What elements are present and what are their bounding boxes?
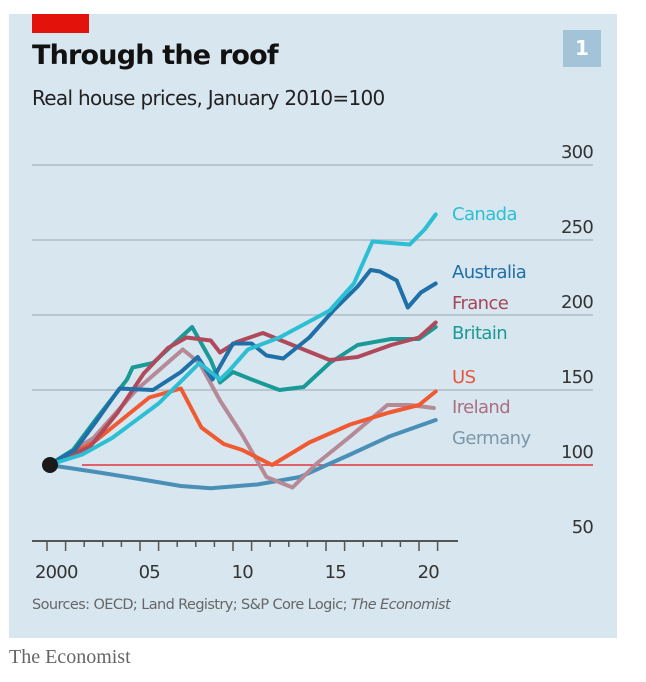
series-line-germany: [46, 418, 438, 491]
sources-italic: The Economist: [350, 597, 451, 613]
chart-number-badge: 1: [563, 30, 601, 67]
x-axis: 2000 05 10 15 20: [32, 540, 458, 583]
x-tick-label: 2000: [35, 562, 78, 583]
chart-title: Through the roof: [32, 40, 279, 71]
chart-panel: [9, 14, 617, 638]
y-tick-label: 200: [561, 292, 593, 313]
series-line-france: [46, 320, 438, 467]
start-marker-dot: [42, 457, 58, 473]
series-label-ireland: Ireland: [452, 397, 510, 418]
series-label-us: US: [452, 367, 476, 388]
x-tick-label: 05: [139, 562, 160, 583]
series-line-britain: [46, 325, 438, 467]
markers: [42, 457, 58, 473]
series-line-canada: [46, 212, 438, 467]
sources-note: Sources: OECD; Land Registry; S&P Core L…: [32, 597, 451, 613]
series-lines: [46, 212, 438, 491]
x-tick-label: 20: [418, 562, 440, 583]
series-label-britain: Britain: [452, 323, 507, 344]
y-tick-label: 150: [561, 367, 593, 388]
series-label-france: France: [452, 293, 509, 314]
x-tick-label: 15: [325, 562, 346, 583]
y-tick-label: 300: [561, 142, 593, 163]
series-line-australia: [46, 268, 438, 467]
y-tick-label: 50: [572, 517, 594, 538]
y-axis-labels: 50 100 150 200 250 300: [561, 142, 594, 538]
series-line-us: [46, 386, 438, 467]
x-tick-label: 10: [232, 562, 254, 583]
economist-red-tag: [32, 14, 89, 33]
y-tick-label: 100: [561, 442, 593, 463]
chart-subtitle: Real house prices, January 2010=100: [32, 86, 385, 110]
series-label-australia: Australia: [452, 262, 526, 283]
direct-labels: Canada Australia France Britain US Ireland Ger…: [452, 204, 532, 449]
series-label-canada: Canada: [452, 204, 517, 225]
sources-text: Sources: OECD; Land Registry; S&P Core L…: [32, 597, 351, 613]
y-tick-label: 250: [561, 217, 593, 238]
series-label-germany: Germany: [452, 428, 531, 449]
publisher-footer: The Economist: [9, 646, 131, 668]
